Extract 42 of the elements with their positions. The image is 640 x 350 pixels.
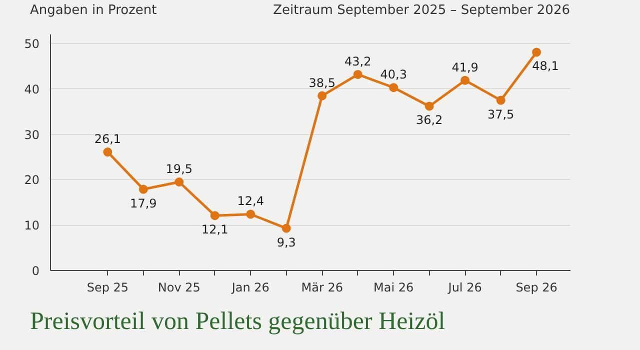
- point: [353, 70, 362, 79]
- data-label: 26,1: [94, 132, 122, 146]
- y-tick-label: 30: [24, 128, 40, 142]
- data-label: 48,1: [532, 59, 559, 74]
- point: [460, 76, 470, 85]
- x-tick-label: Mär 26: [301, 280, 343, 294]
- point: [210, 211, 220, 220]
- data-label: 36,2: [416, 113, 443, 128]
- y-tick-label: 20: [24, 173, 40, 188]
- point: [389, 83, 398, 92]
- data-label: 40,3: [380, 68, 407, 82]
- y-axis-title: Angaben in Prozent: [30, 2, 157, 20]
- point: [318, 91, 327, 100]
- data-label: 19,5: [166, 162, 193, 176]
- y-tick-label: 10: [24, 218, 40, 233]
- point: [282, 224, 291, 233]
- point: [138, 184, 148, 194]
- y-tick-label: 0: [32, 264, 40, 278]
- data-label: 9,3: [276, 235, 296, 250]
- point: [496, 96, 506, 105]
- x-tick-label: Jul 26: [447, 280, 482, 294]
- data-label: 38,5: [308, 76, 336, 90]
- y-tick-label: 40: [24, 82, 40, 96]
- point: [532, 48, 542, 57]
- point: [246, 210, 256, 219]
- x-tick-label: Mai 26: [374, 280, 414, 294]
- data-label: 12,4: [237, 194, 264, 208]
- y-tick-label: 50: [24, 37, 40, 52]
- x-tick-label: Sep 26: [516, 280, 558, 294]
- text: Preisvorteil von Pellets gegenüber Heizöl: [29, 307, 446, 337]
- data-label: 17,9: [130, 196, 157, 210]
- data-label: 43,2: [344, 54, 372, 68]
- point: [424, 102, 434, 111]
- data-label: 12,1: [202, 222, 228, 237]
- point: [174, 178, 184, 186]
- data-label: 41,9: [452, 60, 478, 74]
- point: [103, 148, 112, 157]
- x-tick-label: Jan 26: [230, 280, 270, 294]
- data-label: 37,5: [487, 107, 514, 122]
- x-tick-label: Nov 25: [158, 280, 200, 294]
- x-tick-label: Sep 25: [86, 280, 129, 294]
- chart-subtitle: Zeitraum September 2025 – September 2026: [273, 2, 570, 20]
